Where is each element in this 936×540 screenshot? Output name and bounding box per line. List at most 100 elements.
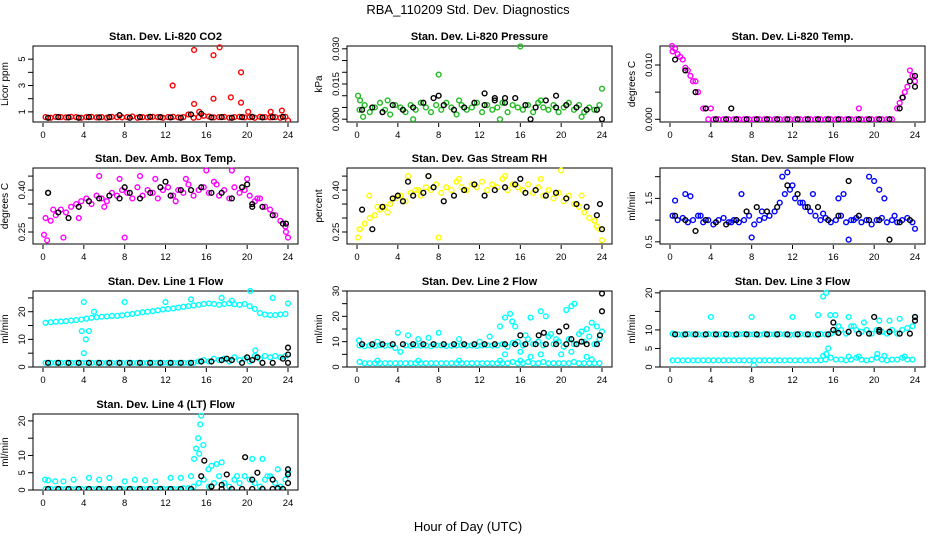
x-tick-label: 0	[354, 130, 359, 141]
data-point-hourly	[896, 105, 903, 112]
data-point-lower	[812, 357, 819, 364]
x-tick-label: 24	[597, 130, 608, 141]
data-point-all	[581, 209, 588, 216]
data-point-hourly	[136, 359, 144, 366]
data-point-all	[484, 186, 491, 194]
points	[42, 288, 292, 366]
data-point-hourly	[208, 483, 215, 490]
data-point-all	[524, 102, 532, 109]
data-point-all	[896, 99, 903, 107]
data-point-all	[254, 195, 261, 202]
x-tick-label: 24	[597, 375, 608, 386]
data-point-lower	[356, 358, 363, 366]
data-point-lower	[888, 356, 896, 363]
data-point-lower	[195, 479, 202, 487]
panel: Stan. Dev. Line 3 Flow ml/min 0 4 8 12 16 20 24 0…	[627, 276, 926, 386]
data-point-all	[504, 109, 511, 116]
data-point-lower	[694, 357, 702, 364]
data-point-all	[149, 189, 156, 196]
data-point-all	[103, 198, 110, 205]
data-point-hourly	[723, 331, 730, 338]
x-tick-label: 20	[556, 375, 567, 386]
data-point-lower	[581, 360, 588, 367]
x-tick-label: 12	[160, 130, 171, 141]
data-point-hourly	[552, 341, 560, 348]
data-point-lower	[863, 357, 870, 364]
data-point-all	[134, 184, 141, 191]
data-point-hourly	[794, 190, 801, 198]
data-point-lower	[208, 462, 215, 469]
data-point-all	[172, 198, 179, 205]
panel: Stan. Dev. Li-820 Pressure kPa 0 4 8 12 16 20 24…	[314, 31, 613, 141]
data-point-hourly	[692, 331, 699, 338]
data-point-all	[540, 192, 547, 199]
data-point-hourly	[75, 485, 82, 490]
data-point-all	[873, 217, 880, 224]
data-point-all	[267, 108, 274, 115]
data-point-all	[705, 217, 712, 224]
points	[669, 169, 919, 243]
y-axis-label: percent	[314, 189, 325, 223]
data-point-hourly	[481, 192, 488, 199]
data-point-upper	[261, 311, 269, 318]
data-point-upper	[568, 348, 575, 355]
panel-title: Stan. Dev. Line 3 Flow	[735, 276, 851, 288]
data-point-all	[422, 104, 430, 111]
data-point-hourly	[702, 331, 709, 338]
data-point-hourly	[896, 219, 903, 226]
data-point-upper	[121, 298, 128, 306]
data-point-hourly	[733, 331, 740, 338]
data-point-lower	[725, 357, 732, 364]
data-point-lower	[259, 455, 266, 463]
data-point-hourly	[238, 359, 246, 366]
data-point-all	[550, 195, 557, 202]
data-point-hourly	[542, 97, 549, 104]
data-point-lower	[873, 354, 880, 361]
x-tick-label: 20	[869, 130, 880, 141]
data-point-all	[687, 72, 694, 79]
panel-title: Stan. Dev. Sample Flow	[731, 153, 854, 165]
data-point-all	[524, 181, 532, 188]
data-point-lower	[674, 357, 681, 364]
data-point-all	[700, 105, 707, 112]
panel: Stan. Dev. Line 4 (LT) Flow ml/min 0 4 8 12 16…	[0, 399, 299, 509]
data-point-hourly	[728, 105, 735, 112]
data-point-all	[876, 186, 883, 193]
data-point-all	[361, 102, 368, 109]
data-point-hourly	[198, 473, 205, 480]
data-point-all	[832, 217, 839, 224]
data-point-all	[473, 99, 481, 106]
data-point-hourly	[410, 104, 417, 111]
data-point-upper	[571, 300, 578, 307]
data-point-hourly	[794, 331, 801, 338]
data-point-upper	[62, 318, 70, 325]
data-point-all	[779, 173, 786, 180]
data-point-all	[677, 53, 684, 60]
data-point-hourly	[254, 469, 261, 476]
data-point-hourly	[491, 97, 498, 104]
data-point-upper	[397, 348, 404, 355]
data-point-all	[850, 217, 857, 224]
data-point-lower	[720, 357, 727, 364]
data-point-hourly	[682, 217, 689, 224]
data-point-upper	[267, 311, 274, 319]
y-tick-label: 0.40	[331, 181, 342, 200]
data-point-hourly	[835, 329, 842, 336]
data-point-all	[282, 228, 290, 236]
data-point-upper	[195, 301, 202, 308]
data-point-all	[789, 182, 796, 189]
data-point-upper	[509, 318, 516, 325]
data-point-all	[455, 97, 463, 104]
data-point-all	[802, 203, 809, 211]
data-point-hourly	[517, 332, 524, 339]
data-point-hourly	[712, 219, 720, 226]
data-point-upper	[170, 305, 177, 312]
data-point-hourly	[359, 106, 366, 113]
data-point-upper	[129, 310, 136, 318]
x-tick-label: 0	[667, 252, 672, 263]
data-point-upper	[848, 323, 855, 330]
data-point-hourly	[598, 116, 606, 122]
data-point-hourly	[420, 189, 427, 196]
data-point-upper	[596, 336, 603, 343]
data-point-lower	[241, 473, 248, 480]
